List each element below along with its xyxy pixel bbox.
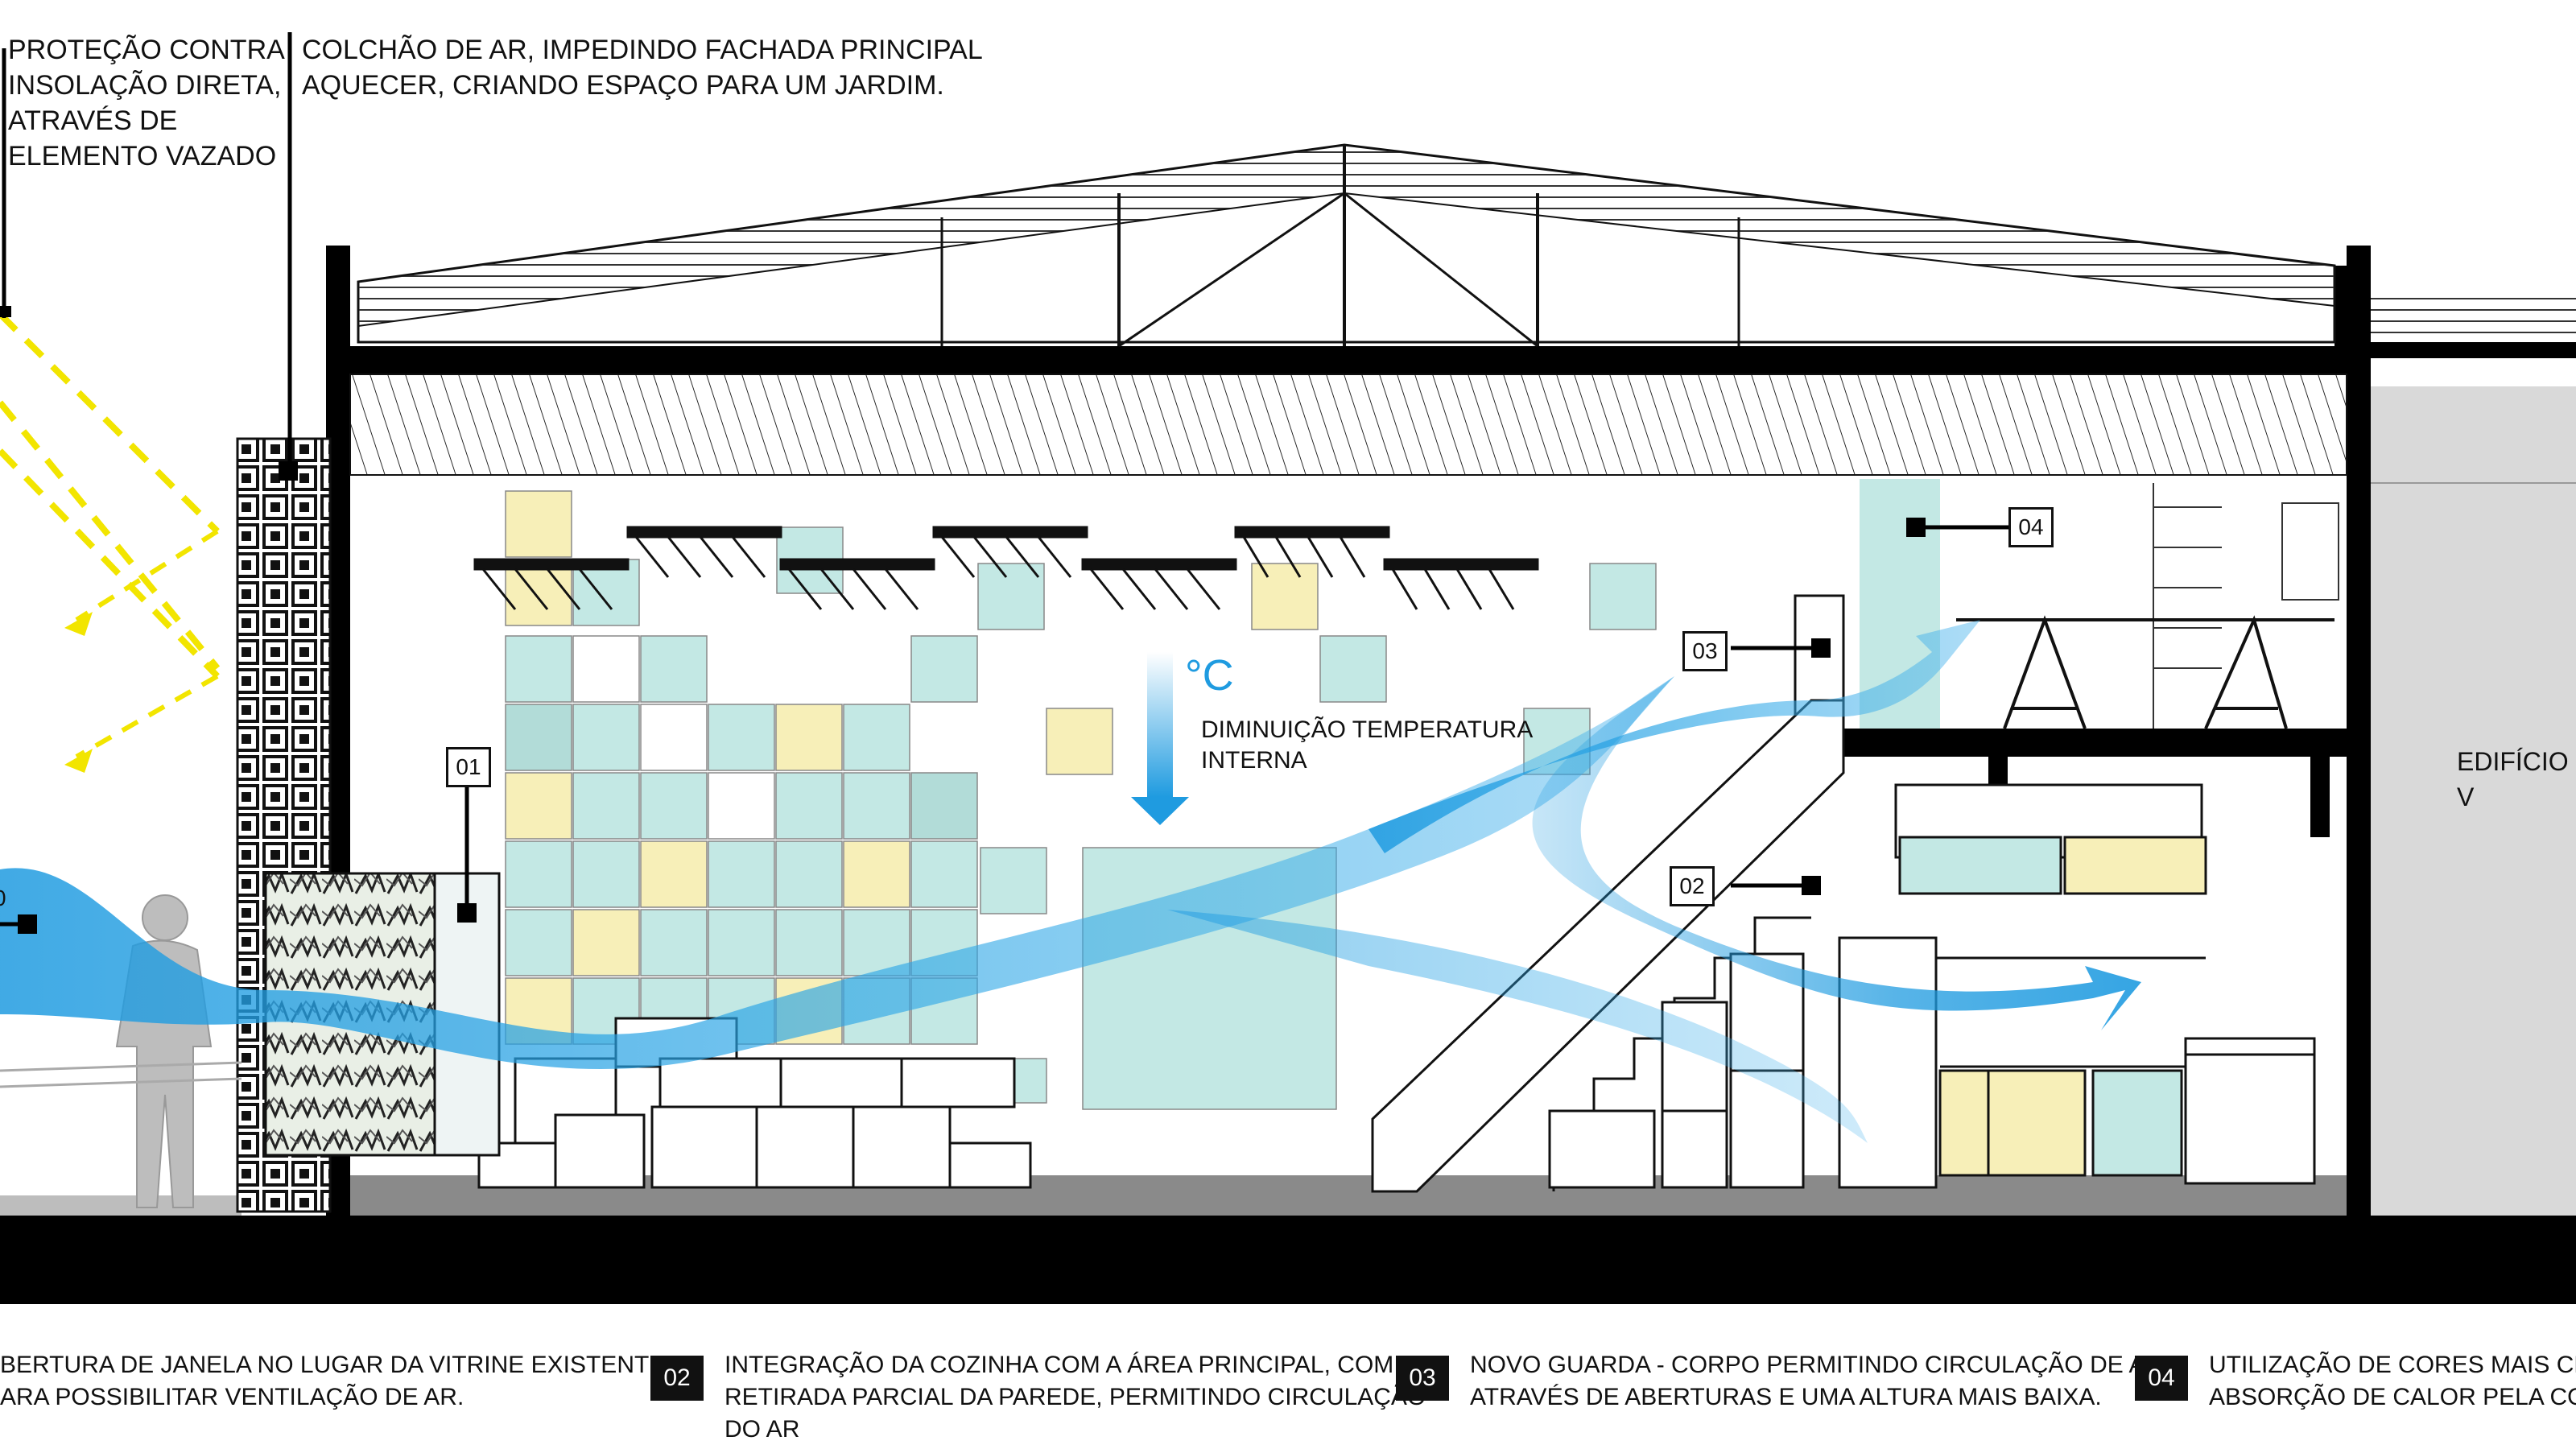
legend-03-text: NOVO GUARDA - CORPO PERMITINDO CIRCULAÇÃ…: [1470, 1352, 2169, 1410]
slatted-ceiling: [349, 374, 2347, 476]
temperature-note: DIMINUIÇÃO TEMPERATURA INTERNA: [1201, 716, 1534, 774]
ladder-frames: [1956, 615, 2334, 729]
legend-02-number: 02: [650, 1356, 704, 1401]
roof-beam: [326, 346, 2371, 374]
mezzanine-slab: [1843, 729, 2351, 757]
sun-rays: [0, 312, 221, 679]
reflected-rays: [75, 529, 219, 759]
tag-04: 04: [2008, 507, 2054, 547]
ceiling-lamps: [473, 526, 1539, 610]
air-cushion-note: COLCHÃO DE AR, IMPEDINDO FACHADA PRINCIP…: [302, 35, 983, 101]
legend-04-text: UTILIZAÇÃO DE CORES MAIS CLARAS ABSORÇÃO…: [2209, 1352, 2576, 1410]
protection-note: PROTEÇÃO CONTRA INSOLAÇÃO DIRETA, ATRAVÉ…: [8, 35, 285, 171]
legend-02-text: INTEGRAÇÃO DA COZINHA COM A ÁREA PRINCIP…: [724, 1352, 1426, 1443]
upper-shelves: [2153, 483, 2339, 729]
leader-lines: [0, 32, 2008, 927]
temperature-arrow: [1147, 652, 1173, 797]
legend-04-number: 04: [2135, 1356, 2188, 1401]
tag-01: 01: [446, 747, 491, 787]
neighbour-building: [2363, 386, 2576, 1224]
play-shelves: [477, 1017, 1032, 1189]
ground-slab: [0, 1216, 2576, 1304]
legend-01-text: BERTURA DE JANELA NO LUGAR DA VITRINE EX…: [0, 1352, 672, 1410]
temperature-symbol: °C: [1185, 651, 1234, 700]
airflow-stream: [0, 676, 1674, 1070]
tag-left-partial: 0: [0, 886, 6, 911]
tag-02: 02: [1670, 866, 1715, 906]
tag-03: 03: [1682, 631, 1728, 671]
staircase: [1371, 699, 1845, 1193]
floor: [346, 1175, 2351, 1216]
neighbour-building-label: EDIFÍCIO V: [2457, 747, 2569, 811]
legend-03-number: 03: [1396, 1356, 1449, 1401]
